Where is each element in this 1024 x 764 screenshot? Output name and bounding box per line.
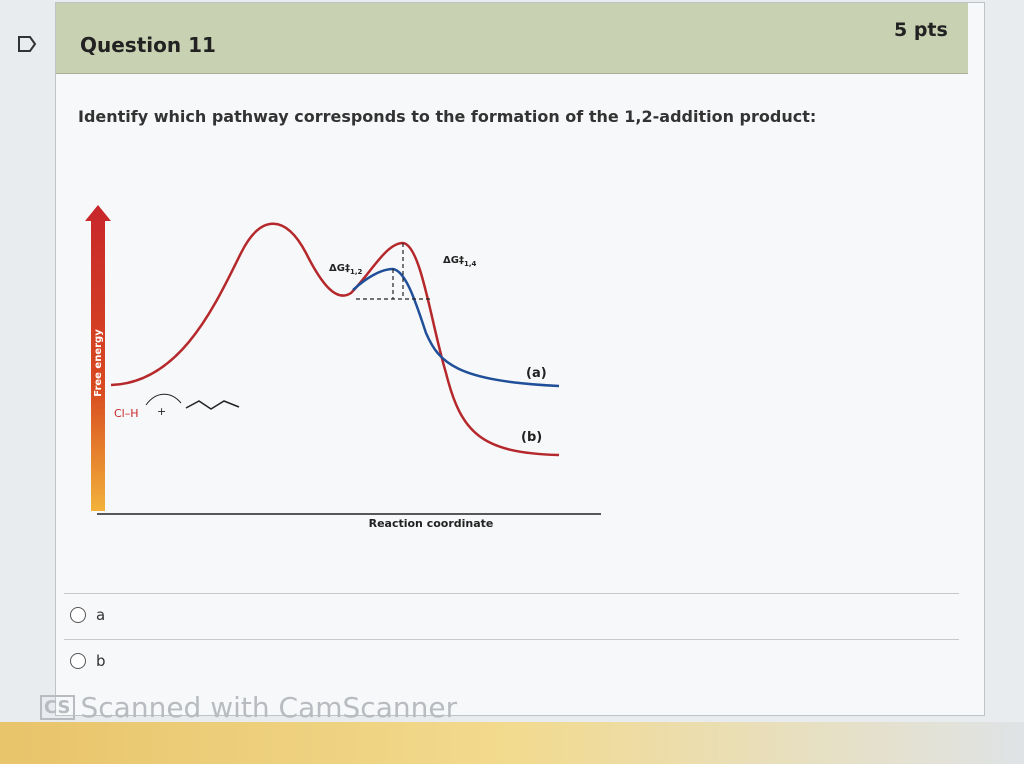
plus-sign: + (157, 405, 166, 418)
curve-b-label: (b) (521, 430, 542, 445)
barrier-symbol: ΔG‡ (443, 255, 464, 266)
question-card: Question 11 5 pts Identify which pathway… (40, 2, 985, 724)
diene-structure (185, 400, 240, 410)
screen-bezel (0, 722, 1024, 764)
y-axis-label: Free energy (93, 329, 104, 397)
reactant-label: Cl–H (114, 407, 139, 420)
barrier-symbol: ΔG‡ (329, 263, 350, 274)
radio-button[interactable] (70, 653, 86, 669)
bookmark-icon[interactable] (18, 36, 36, 52)
option[interactable]: a (70, 606, 105, 624)
barrier-12-label: ΔG‡1,2 (329, 263, 362, 276)
barrier-subscript: 1,2 (350, 268, 363, 276)
question-header: Question 11 5 pts (56, 3, 968, 74)
question-text: Identify which pathway corresponds to th… (78, 107, 817, 126)
electron-arrow (145, 393, 182, 406)
watermark: CS Scanned with CamScanner (40, 691, 457, 724)
points: 5 pts (894, 19, 948, 41)
option-label: a (96, 606, 106, 624)
energy-diagram: Free energy Reaction coordinate ΔG‡1,2 Δ… (85, 205, 601, 530)
barrier-subscript: 1,4 (464, 260, 477, 268)
pathway-b-curve (110, 222, 560, 457)
separator (64, 593, 959, 594)
radio-button[interactable] (70, 607, 86, 623)
barrier-14-label: ΔG‡1,4 (443, 255, 476, 268)
pathway-a-curve (352, 267, 560, 388)
x-axis-label: Reaction coordinate (369, 517, 494, 530)
question-title: Question 11 (80, 33, 216, 57)
watermark-logo: CS (40, 695, 75, 720)
separator (64, 639, 959, 640)
watermark-text: Scanned with CamScanner (80, 691, 458, 724)
y-axis-arrow (85, 205, 111, 511)
option-label: b (96, 652, 106, 670)
option[interactable]: b (70, 652, 106, 670)
curve-a-label: (a) (526, 366, 547, 381)
barrier-markers (356, 243, 433, 300)
